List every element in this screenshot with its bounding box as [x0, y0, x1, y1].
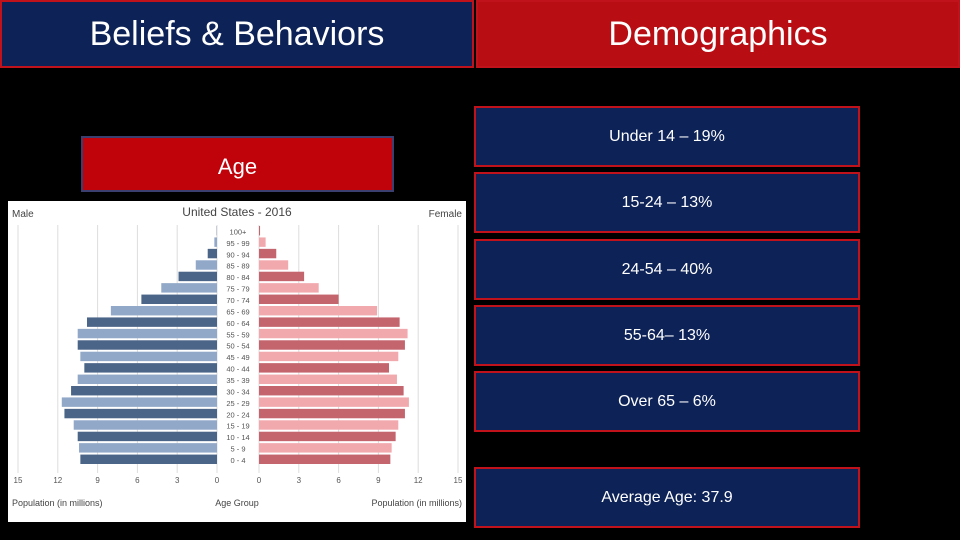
female-bar-12 [259, 317, 400, 327]
male-bar-14 [141, 294, 217, 304]
stat-over-65-text: Over 65 – 6% [618, 392, 716, 410]
age-group-label-20: 100+ [230, 227, 248, 236]
x-tick-label: 0 [257, 476, 262, 485]
chart-female-label: Female [429, 209, 463, 220]
age-group-label-14: 70 - 74 [226, 296, 249, 305]
age-group-label-7: 35 - 39 [226, 376, 249, 385]
stat-average-age: Average Age: 37.9 [474, 467, 860, 528]
female-bar-5 [259, 397, 409, 407]
age-group-label-4: 20 - 24 [226, 410, 249, 419]
x-tick-label: 3 [175, 476, 180, 485]
chart-xlabel-center: Age Group [215, 498, 259, 508]
male-bar-0 [80, 454, 217, 464]
stat-55-64: 55-64– 13% [474, 305, 860, 366]
male-bar-8 [84, 363, 217, 373]
age-group-label-15: 75 - 79 [226, 285, 249, 294]
female-bar-11 [259, 328, 408, 339]
stat-55-64-text: 55-64– 13% [623, 326, 711, 344]
age-group-label-16: 80 - 84 [226, 273, 249, 282]
female-bar-6 [259, 386, 404, 396]
age-group-label-11: 55 - 59 [226, 330, 249, 339]
x-tick-label: 15 [14, 476, 23, 485]
chart-xlabel-left: Population (in millions) [12, 498, 103, 508]
male-bar-11 [77, 328, 217, 339]
age-group-label-17: 85 - 89 [226, 262, 249, 271]
female-bar-16 [259, 271, 305, 282]
x-tick-label: 12 [53, 476, 62, 485]
stat-under-14: Under 14 – 19% [474, 106, 860, 167]
stat-average-age-text: Average Age: 37.9 [601, 488, 733, 506]
male-bar-18 [207, 248, 217, 259]
male-bar-7 [77, 374, 217, 384]
female-bar-4 [259, 408, 405, 419]
age-heading-label: Age [217, 154, 258, 179]
stat-24-54-text: 24-54 – 40% [621, 260, 713, 278]
stat-over-65: Over 65 – 6% [474, 371, 860, 432]
tab-demographics[interactable]: Demographics [476, 0, 960, 68]
x-tick-label: 15 [454, 476, 463, 485]
female-bar-17 [259, 260, 289, 270]
x-tick-label: 6 [336, 476, 341, 485]
chart-male-label: Male [12, 209, 34, 220]
male-bar-10 [77, 340, 217, 350]
x-tick-label: 9 [95, 476, 100, 485]
male-bar-2 [77, 431, 217, 442]
age-group-label-6: 30 - 34 [226, 387, 249, 396]
age-group-label-13: 65 - 69 [226, 307, 249, 316]
stat-15-24: 15-24 – 13% [474, 172, 860, 233]
stat-under-14-text: Under 14 – 19% [609, 127, 725, 145]
age-heading-box: Age [81, 136, 394, 192]
x-tick-label: 6 [135, 476, 140, 485]
male-bar-19 [214, 237, 217, 247]
male-bar-13 [110, 306, 217, 316]
female-bar-10 [259, 340, 405, 350]
age-group-label-0: 0 - 4 [230, 456, 245, 465]
chart-title: United States - 2016 [182, 205, 292, 219]
age-group-label-12: 60 - 64 [226, 319, 249, 328]
male-bar-9 [80, 351, 217, 362]
age-group-label-2: 10 - 14 [226, 433, 249, 442]
female-bar-0 [259, 454, 391, 464]
age-group-label-9: 45 - 49 [226, 353, 249, 362]
tab-beliefs-behaviors[interactable]: Beliefs & Behaviors [0, 0, 474, 68]
female-bar-8 [259, 363, 390, 373]
stat-24-54: 24-54 – 40% [474, 239, 860, 300]
female-bar-14 [259, 294, 339, 304]
female-bar-19 [259, 237, 266, 247]
x-tick-label: 12 [414, 476, 423, 485]
female-bar-7 [259, 374, 397, 384]
male-bar-15 [161, 283, 217, 293]
male-bar-5 [61, 397, 217, 407]
male-bar-4 [64, 408, 217, 419]
age-group-label-3: 15 - 19 [226, 422, 249, 431]
x-tick-label: 0 [215, 476, 220, 485]
female-bar-15 [259, 283, 319, 293]
age-group-label-5: 25 - 29 [226, 399, 249, 408]
age-group-label-1: 5 - 9 [230, 445, 245, 454]
female-bar-18 [259, 248, 277, 259]
chart-xlabel-right: Population (in millions) [371, 498, 462, 508]
tab-demographics-label: Demographics [608, 14, 828, 53]
age-group-label-18: 90 - 94 [226, 250, 249, 259]
x-tick-label: 9 [376, 476, 381, 485]
male-bar-16 [178, 271, 217, 282]
female-bar-3 [259, 420, 399, 430]
male-bar-17 [195, 260, 217, 270]
female-bar-9 [259, 351, 399, 362]
female-bar-1 [259, 443, 392, 453]
female-bar-2 [259, 431, 396, 442]
age-group-label-8: 40 - 44 [226, 365, 249, 374]
age-group-label-19: 95 - 99 [226, 239, 249, 248]
male-bar-1 [79, 443, 217, 453]
tab-beliefs-behaviors-label: Beliefs & Behaviors [89, 14, 385, 53]
stat-15-24-text: 15-24 – 13% [621, 193, 713, 211]
male-bar-12 [86, 317, 217, 327]
x-tick-label: 3 [297, 476, 302, 485]
population-pyramid-chart: Male United States - 2016 Female 0 - 4 5 … [8, 201, 466, 522]
female-bar-20 [259, 226, 261, 236]
female-bar-13 [259, 306, 378, 316]
age-group-label-10: 50 - 54 [226, 342, 249, 351]
male-bar-3 [73, 420, 217, 430]
male-bar-6 [71, 386, 217, 396]
